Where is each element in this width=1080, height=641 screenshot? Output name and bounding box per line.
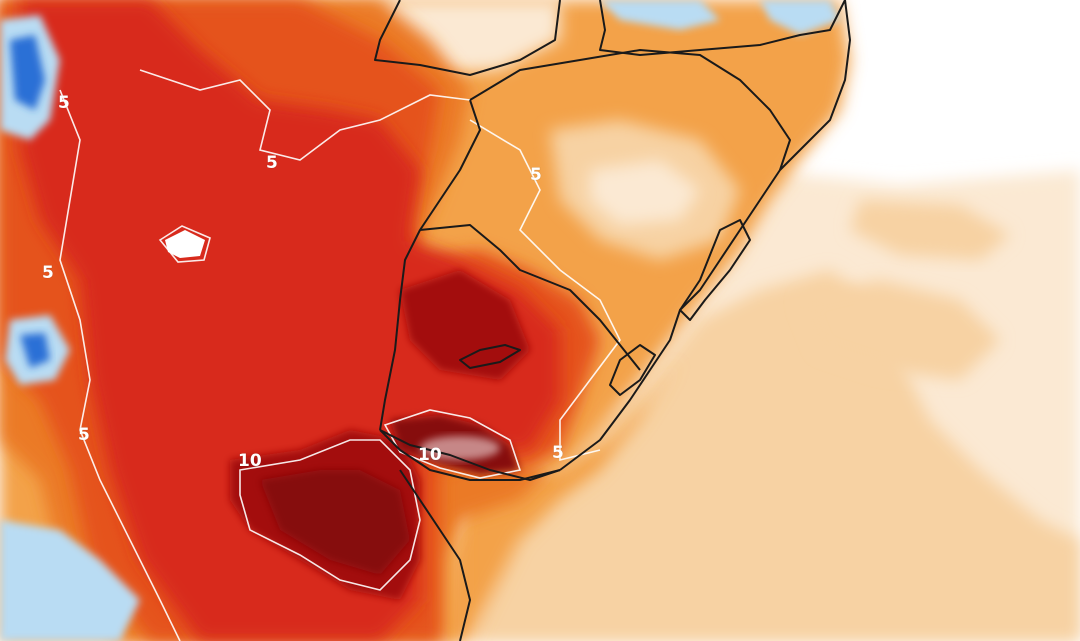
- ocean-orange-zone: [470, 270, 1080, 641]
- coastline-south: [559, 0, 851, 471]
- cool-anomaly-patch: [10, 35, 45, 110]
- cool-anomaly-patch: [600, 0, 720, 30]
- estuary-coast-south: [399, 469, 471, 641]
- coastal-orange-zone: [440, 360, 680, 641]
- contour-label: 5: [530, 165, 542, 185]
- border-north-b: [599, 0, 846, 56]
- contour-5-west: [59, 89, 181, 641]
- border-brazil-uruguay: [419, 224, 641, 371]
- lagoon-outline-south: [609, 344, 656, 396]
- border-brazil-uruguay-argentina: [379, 99, 481, 431]
- white-spot: [165, 230, 205, 258]
- reservoir-outline: [459, 344, 521, 369]
- contour-10-estuary: [383, 409, 522, 479]
- contour-5-east: [469, 119, 621, 462]
- estuary-highlight: [420, 436, 500, 460]
- contour-5-north: [139, 69, 471, 161]
- land-red-zone: [20, 0, 560, 641]
- cool-anomaly-patch: [20, 333, 50, 368]
- contour-lines: [59, 69, 621, 641]
- cool-anomaly-patch: [0, 520, 140, 641]
- contour-label: 5: [78, 425, 90, 445]
- land-maroon-zone: [260, 470, 410, 575]
- contour-white-spot: [158, 225, 211, 263]
- land-dark-red-zone: [400, 270, 530, 380]
- contour-label: 5: [552, 443, 564, 463]
- contour-labels: 5 5 5 5 5 5 10 10: [42, 93, 565, 472]
- contour-label: 10: [418, 445, 442, 465]
- land-pale-zone: [590, 160, 700, 225]
- contour-label: 5: [266, 153, 278, 173]
- political-borders: [374, 0, 851, 641]
- lagoon-outline: [679, 219, 751, 321]
- border-north-a: [374, 0, 561, 76]
- border-uruguay-river: [379, 429, 561, 481]
- contour-label: 10: [238, 451, 262, 471]
- ocean-orange-patch: [850, 200, 1010, 260]
- contour-label: 5: [42, 263, 54, 283]
- contour-label: 5: [58, 93, 70, 113]
- cool-anomaly-patch: [760, 0, 840, 35]
- border-state-north: [469, 49, 791, 171]
- ocean-orange-patch: [800, 280, 1000, 380]
- estuary-coast-north: [379, 429, 561, 481]
- contour-10-west: [239, 439, 421, 591]
